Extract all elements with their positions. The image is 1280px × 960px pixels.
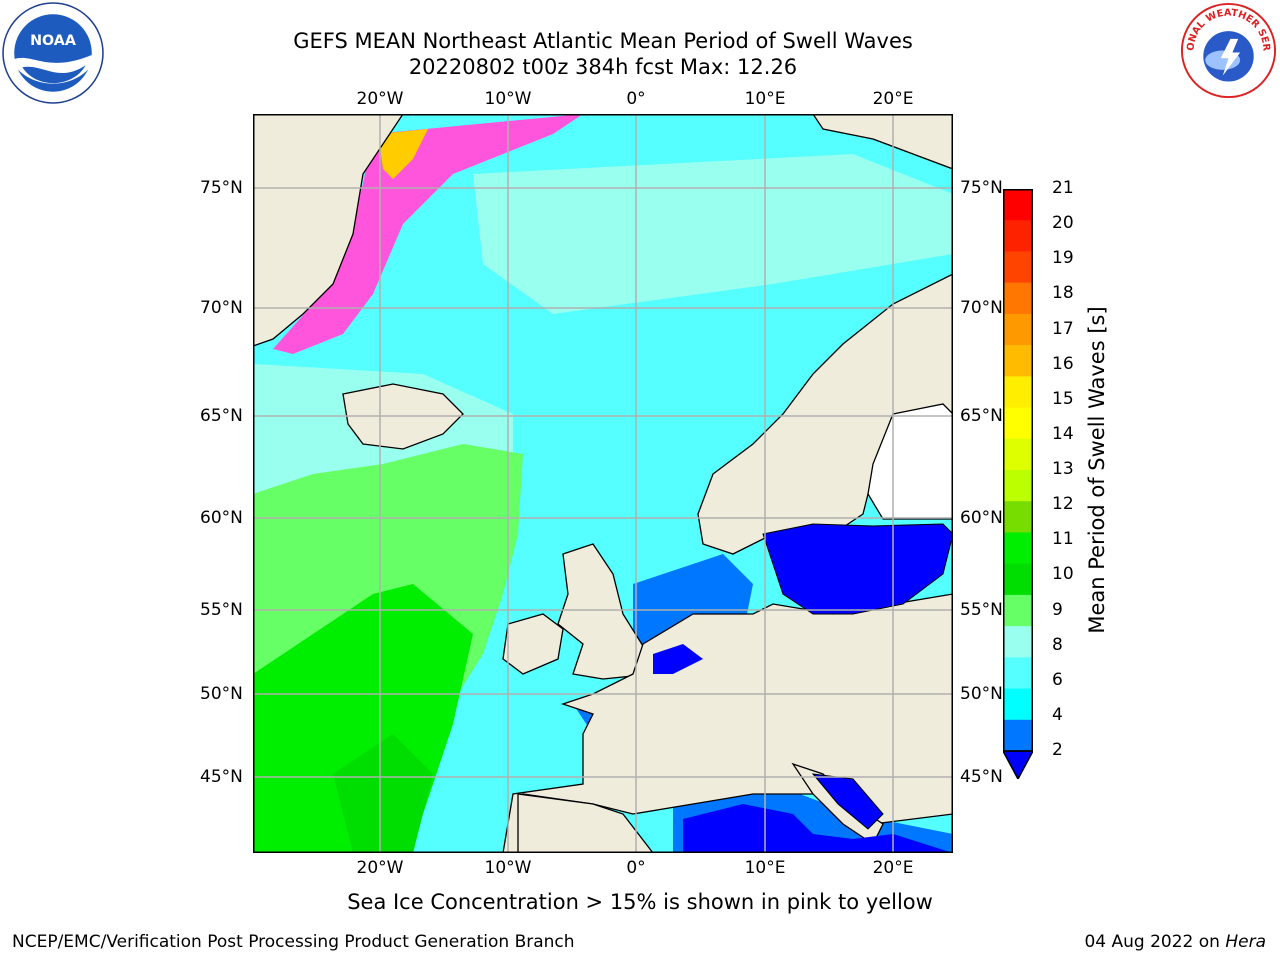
colorbar-tick-label: 6 <box>1052 669 1063 690</box>
colorbar-tick-label: 8 <box>1052 634 1063 655</box>
colorbar-extend-arrow <box>1003 750 1033 779</box>
latitude-tick-label: 75°N <box>960 178 1003 198</box>
baltic-sea <box>762 523 953 615</box>
colorbar-tick-label: 16 <box>1052 353 1074 374</box>
ireland <box>502 613 564 675</box>
colorbar-tick-label: 21 <box>1052 178 1074 198</box>
atlantic-green-core <box>333 734 433 853</box>
sea-ice-note: Sea Ice Concentration > 15% is shown in … <box>347 890 933 914</box>
latitude-tick-label: 50°N <box>200 684 243 704</box>
colorbar-title: Mean Period of Swell Waves [s] <box>1085 306 1109 634</box>
colorbar-tick-label: 11 <box>1052 529 1074 550</box>
longitude-tick-label: 10°E <box>744 89 786 109</box>
latitude-tick-label: 70°N <box>960 298 1003 318</box>
colorbar-segment <box>1003 563 1033 596</box>
colorbar-tick-label: 2 <box>1052 740 1063 760</box>
longitude-tick-label: 10°W <box>484 858 532 878</box>
adriatic-sea <box>811 773 884 830</box>
latitude-tick-label: 60°N <box>200 508 243 528</box>
latitude-tick-label: 50°N <box>960 684 1003 704</box>
colorbar <box>1003 189 1033 779</box>
norwegian-sea-light-zone <box>473 154 953 314</box>
colorbar-segment <box>1003 501 1033 533</box>
longitude-tick-label: 20°E <box>872 89 914 109</box>
svalbard <box>812 114 953 170</box>
colorbar-tick-label: 19 <box>1052 248 1074 269</box>
map-border <box>253 114 953 853</box>
land-masses <box>253 114 953 853</box>
colorbar-segment <box>1003 251 1033 284</box>
colorbar-segment <box>1003 189 1033 221</box>
colorbar-segment <box>1003 313 1033 346</box>
longitude-tick-label: 10°E <box>744 858 786 878</box>
noaa-logo-icon: NOAA <box>2 2 104 104</box>
latitude-tick-label: 65°N <box>960 406 1003 426</box>
iberia <box>517 793 654 853</box>
colorbar-segment <box>1003 345 1033 377</box>
colorbar-segment <box>1003 282 1033 315</box>
credit-system: Hera <box>1225 932 1266 952</box>
latitude-tick-label: 75°N <box>200 178 243 198</box>
colorbar-segment <box>1003 626 1033 658</box>
sea-ice-concentration-high <box>378 129 428 179</box>
colorbar-tick-label: 15 <box>1052 388 1074 409</box>
colorbar-segment <box>1003 657 1033 690</box>
colorbar-segment <box>1003 594 1033 627</box>
gulf-of-bothnia <box>867 403 953 520</box>
colorbar-tick-label: 4 <box>1052 704 1063 725</box>
colorbar-tick-label: 18 <box>1052 283 1074 304</box>
colorbar-tick-label: 13 <box>1052 459 1074 479</box>
svg-text:NOAA: NOAA <box>30 33 76 49</box>
national-weather-service-logo-icon: NATIONAL WEATHER SERVICE <box>1180 2 1277 99</box>
colorbar-tick-label: 14 <box>1052 423 1074 444</box>
colorbar-segment <box>1003 688 1033 721</box>
swell-period-map[interactable] <box>253 114 953 853</box>
colorbar-tick-label: 12 <box>1052 494 1074 515</box>
colorbar-segment <box>1003 407 1033 440</box>
english-channel <box>653 644 703 674</box>
latitude-tick-label: 45°N <box>200 767 243 787</box>
colorbar-segment <box>1003 220 1033 252</box>
latitude-tick-label: 70°N <box>200 298 243 318</box>
latitude-tick-label: 45°N <box>960 767 1003 787</box>
credit-organization: NCEP/EMC/Verification Post Processing Pr… <box>12 932 575 952</box>
colorbar-segment <box>1003 532 1033 565</box>
credit-date: 04 Aug 2022 on Hera <box>1084 932 1266 952</box>
colorbar-tick-label: 20 <box>1052 213 1074 234</box>
chart-title: GEFS MEAN Northeast Atlantic Mean Period… <box>293 29 913 53</box>
longitude-tick-label: 0° <box>626 89 646 109</box>
colorbar-segment <box>1003 438 1033 471</box>
longitude-tick-label: 20°W <box>356 858 404 878</box>
colorbar-tick-label: 9 <box>1052 599 1063 620</box>
sea-ice-greenland <box>273 114 583 354</box>
longitude-tick-label: 10°W <box>484 89 532 109</box>
chart-subtitle: 20220802 t00z 384h fcst Max: 12.26 <box>408 55 798 79</box>
colorbar-tick-label: 10 <box>1052 564 1074 585</box>
longitude-tick-label: 20°W <box>356 89 404 109</box>
latitude-tick-label: 65°N <box>200 406 243 426</box>
colorbar-segment <box>1003 470 1033 502</box>
graticule <box>253 114 953 853</box>
mediterranean-sea <box>683 804 953 853</box>
longitude-tick-label: 0° <box>626 858 646 878</box>
greenland <box>253 114 404 347</box>
colorbar-tick-label: 17 <box>1052 318 1074 339</box>
colorbar-segment <box>1003 719 1033 752</box>
colorbar-frame <box>1003 189 1033 752</box>
longitude-tick-label: 20°E <box>872 858 914 878</box>
credit-date-text: 04 Aug 2022 on <box>1084 932 1226 952</box>
latitude-tick-label: 55°N <box>200 600 243 620</box>
colorbar-segment <box>1003 376 1033 409</box>
latitude-tick-label: 55°N <box>960 600 1003 620</box>
latitude-tick-label: 60°N <box>960 508 1003 528</box>
